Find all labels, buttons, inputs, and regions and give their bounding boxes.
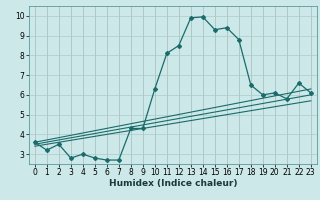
X-axis label: Humidex (Indice chaleur): Humidex (Indice chaleur) <box>108 179 237 188</box>
